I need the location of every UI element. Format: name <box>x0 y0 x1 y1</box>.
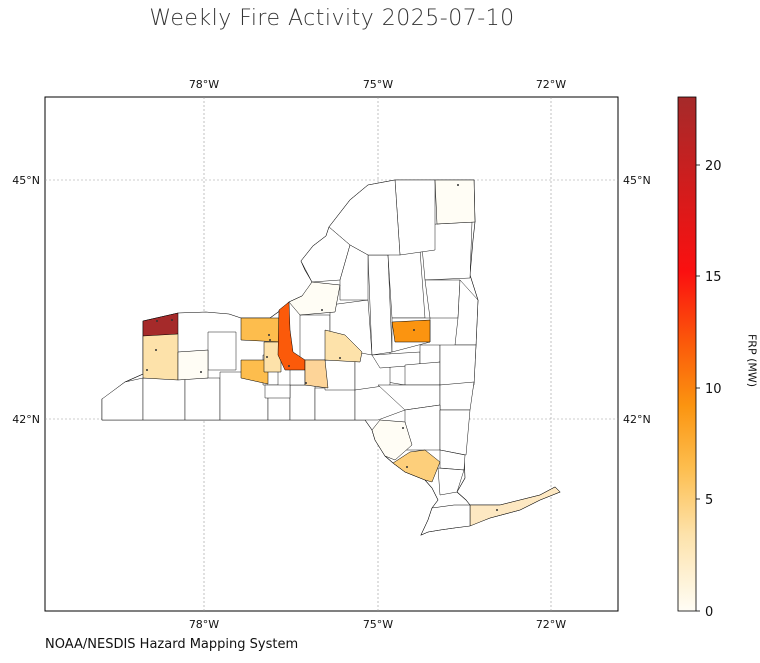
county-jefferson <box>300 226 351 283</box>
colorbar-label: FRP (MW) <box>745 333 759 388</box>
region-wayne <box>240 317 282 343</box>
lon-tick-bottom: 75°W <box>363 618 393 631</box>
region-suffolk <box>469 486 561 527</box>
fire-point <box>288 365 290 367</box>
county-westchester <box>437 467 465 496</box>
county-albany <box>404 361 441 386</box>
fire-point <box>266 356 268 358</box>
county-rensselaer <box>439 344 477 386</box>
region-erie <box>142 333 179 381</box>
fire-point <box>155 349 157 351</box>
colorbar-tick-label: 15 <box>705 270 722 285</box>
region-saratoga <box>391 319 431 343</box>
county-allegany <box>184 377 221 421</box>
region-oswego <box>288 281 341 316</box>
county-livingston <box>207 331 237 371</box>
colorbar-ticks <box>696 164 700 612</box>
lat-tick-left: 45°N <box>12 174 40 187</box>
county-columbia <box>439 381 475 411</box>
fire-point <box>402 427 404 429</box>
lon-tick-top: 75°W <box>363 78 393 91</box>
lat-tick-right: 45°N <box>623 174 651 187</box>
region-ontario <box>240 359 269 385</box>
fire-point <box>457 184 459 186</box>
colorbar-tick-label: 20 <box>705 159 722 174</box>
colorbar-tick-label: 10 <box>705 382 722 397</box>
region-nyc <box>420 504 471 536</box>
fire-point <box>171 319 173 321</box>
lon-tick-top: 78°W <box>189 78 219 91</box>
fire-point <box>413 329 415 331</box>
colorbar-tick-label: 5 <box>705 493 713 508</box>
region-genesee <box>177 349 209 381</box>
lon-tick-bottom: 72°W <box>536 618 566 631</box>
region-sullivan <box>371 419 413 461</box>
fire-point <box>200 371 202 373</box>
lat-tick-left: 42°N <box>12 413 40 426</box>
fire-point <box>156 320 158 322</box>
axis-labels: 78°W 75°W 72°W 78°W 75°W 72°W 45°N 42°N … <box>12 78 650 631</box>
fire-point <box>321 309 323 311</box>
colorbar-tick-label: 0 <box>705 605 713 620</box>
county-dutchess <box>439 409 471 456</box>
county-schenectady <box>419 344 441 366</box>
lon-tick-bottom: 78°W <box>189 618 219 631</box>
county-franklin <box>394 179 436 256</box>
colorbar <box>677 96 697 612</box>
fire-regions <box>142 179 561 536</box>
county-warren <box>424 279 461 319</box>
county-broome <box>314 387 356 421</box>
map-title: Weekly Fire Activity 2025-07-10 <box>149 6 515 31</box>
region-clinton <box>434 179 476 225</box>
fire-points <box>146 184 498 511</box>
region-orange <box>392 449 441 483</box>
county-chenango <box>324 359 356 391</box>
fire-point <box>496 509 498 511</box>
fire-point <box>146 369 148 371</box>
lat-tick-right: 42°N <box>623 413 651 426</box>
fire-point <box>406 466 408 468</box>
county-lewis <box>339 244 369 301</box>
fire-point <box>305 382 307 384</box>
county-herkimer <box>367 254 393 356</box>
region-madison <box>324 329 363 363</box>
county-tioga <box>289 384 316 421</box>
region-cortland <box>304 359 329 389</box>
source-caption: NOAA/NESDIS Hazard Mapping System <box>45 637 299 652</box>
fire-point <box>269 339 271 341</box>
county-cattaraugus <box>142 377 186 421</box>
county-schuyler <box>264 384 291 399</box>
fire-point <box>339 357 341 359</box>
region-seneca <box>263 341 282 373</box>
county-hamilton <box>387 249 426 319</box>
fire-point <box>268 334 270 336</box>
lon-tick-top: 72°W <box>536 78 566 91</box>
